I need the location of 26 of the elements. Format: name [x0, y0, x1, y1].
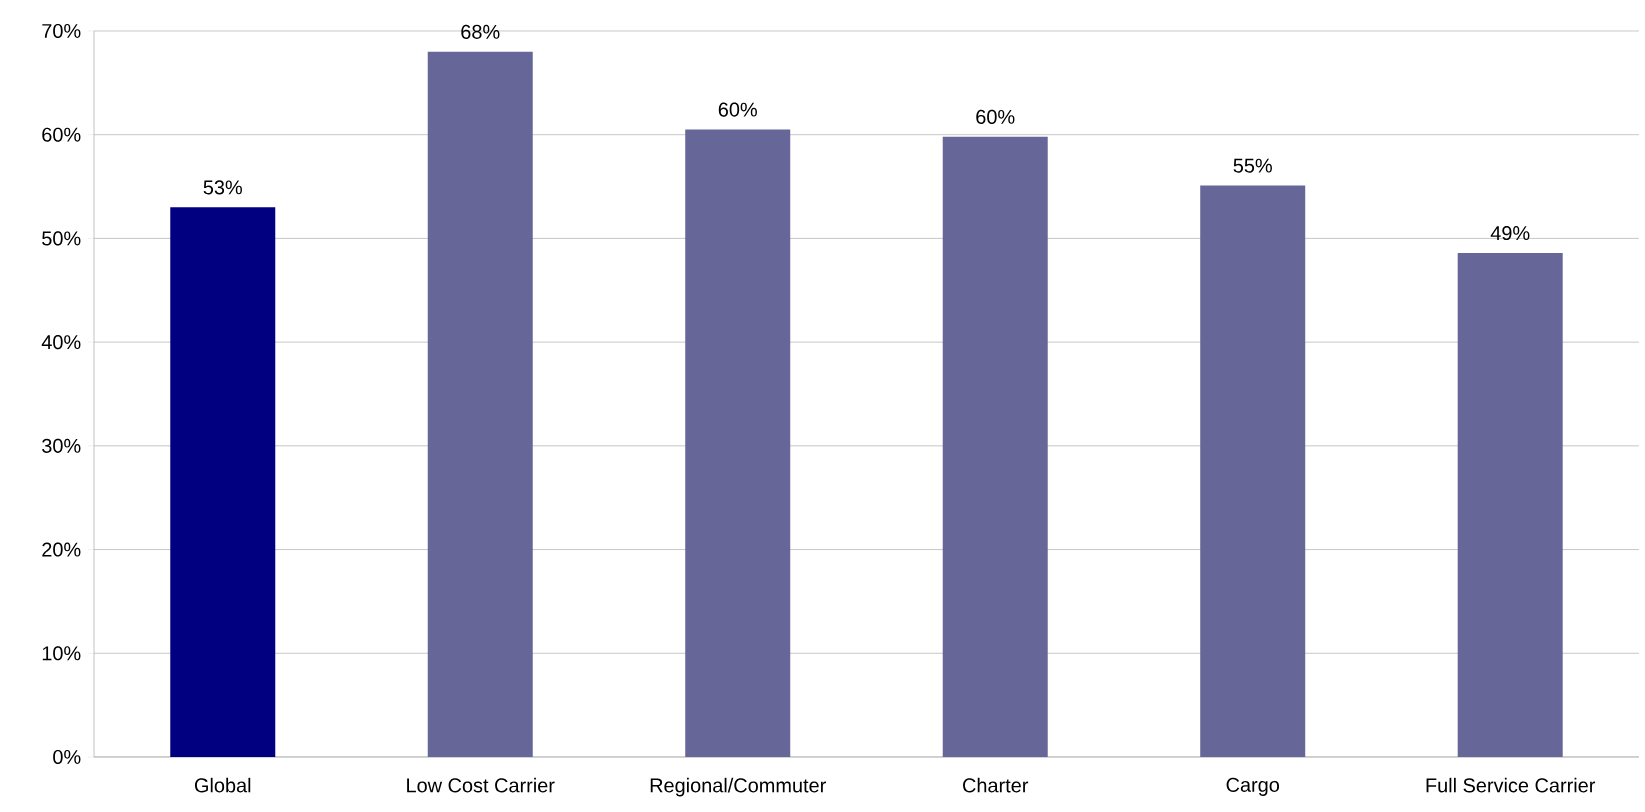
y-tick-label: 60% [42, 127, 81, 142]
y-tick-label: 0% [53, 749, 81, 765]
data-label: 53% [203, 180, 242, 195]
y-tick-label: 30% [42, 438, 81, 453]
bar [942, 136, 1048, 757]
y-tick-label: 10% [42, 646, 81, 661]
data-label: 68% [461, 24, 500, 39]
y-tick-label: 70% [42, 23, 81, 39]
x-tick-label: Charter [963, 777, 1029, 793]
data-label: 60% [718, 102, 757, 117]
bar [427, 51, 533, 757]
y-tick-label: 20% [42, 542, 81, 557]
x-tick-label: Cargo [1226, 777, 1280, 796]
data-label: 60% [976, 109, 1015, 124]
y-tick-label: 50% [42, 231, 81, 246]
data-label: 55% [1233, 158, 1272, 173]
x-tick-label: Regional/Commuter [650, 777, 826, 797]
x-tick-label: Full Service Carrier [1426, 777, 1596, 793]
x-tick-label: Low Cost Carrier [407, 777, 555, 793]
y-tick-label: 40% [41, 335, 81, 350]
bar [170, 207, 276, 757]
x-tick-label: Global [194, 777, 251, 793]
bar [1457, 252, 1563, 757]
bar [685, 129, 791, 757]
data-label: 49% [1490, 225, 1530, 241]
bar [1200, 185, 1306, 757]
